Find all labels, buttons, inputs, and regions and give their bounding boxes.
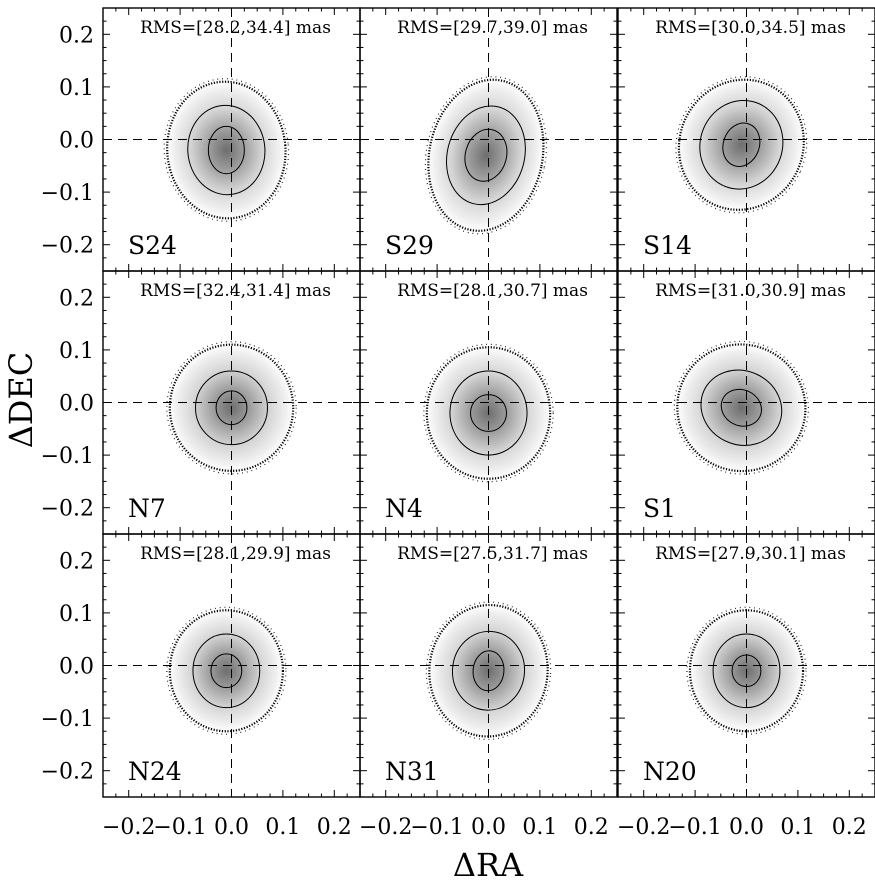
y-tick-label: 0.0 bbox=[59, 392, 94, 417]
x-tick-label: 0.1 bbox=[780, 815, 815, 840]
y-tick-label: 0.0 bbox=[59, 655, 94, 680]
panel-n20: RMS=[27.9,30.1] mas N20 bbox=[617, 533, 875, 798]
x-tick-label: 0.1 bbox=[522, 815, 557, 840]
rms-label: RMS=[27.5,31.7] mas bbox=[397, 544, 588, 564]
x-tick-label: −0.1 bbox=[668, 815, 721, 840]
x-axis-title: ΔRA bbox=[453, 846, 524, 884]
outer-contour-scatter bbox=[166, 606, 287, 735]
x-tick-label: −0.2 bbox=[617, 815, 670, 840]
rms-label: RMS=[28.2,34.4] mas bbox=[140, 18, 331, 38]
field-label: N20 bbox=[643, 757, 697, 786]
y-tick-label: 0.1 bbox=[59, 76, 94, 101]
outer-contour-scatter bbox=[673, 340, 810, 475]
panel-s24: RMS=[28.2,34.4] mas S24 bbox=[102, 7, 361, 272]
y-tick-label: 0.2 bbox=[59, 549, 94, 574]
y-tick-label: −0.1 bbox=[41, 181, 94, 206]
rms-label: RMS=[29.7,39.0] mas bbox=[397, 18, 588, 38]
rms-label: RMS=[28.1,29.9] mas bbox=[140, 544, 331, 564]
inner-contour bbox=[464, 128, 508, 182]
x-tick-label: 0.2 bbox=[317, 815, 352, 840]
middle-contour bbox=[187, 104, 266, 196]
x-tick-label: −0.1 bbox=[153, 815, 206, 840]
y-tick-label: −0.2 bbox=[41, 497, 94, 522]
inner-contour bbox=[210, 653, 243, 689]
density-map bbox=[422, 72, 550, 239]
middle-contour bbox=[446, 105, 526, 206]
field-label: N24 bbox=[128, 757, 182, 786]
x-tick-label: −0.2 bbox=[359, 815, 412, 840]
field-label: S14 bbox=[643, 231, 692, 260]
density-map bbox=[161, 74, 292, 226]
outer-contour-scatter bbox=[424, 76, 548, 235]
outer-contour bbox=[166, 80, 287, 220]
y-tick-label: −0.1 bbox=[41, 707, 94, 732]
rms-label: RMS=[27.9,30.1] mas bbox=[655, 544, 846, 564]
rms-label: RMS=[28.1,30.7] mas bbox=[397, 281, 588, 301]
outer-contour-scatter bbox=[163, 78, 290, 222]
x-tick-label: 0.0 bbox=[729, 815, 764, 840]
panel-s29: RMS=[29.7,39.0] mas S29 bbox=[359, 7, 618, 272]
panel-n31: RMS=[27.5,31.7] mas N31 bbox=[359, 533, 618, 798]
middle-contour bbox=[700, 369, 783, 446]
y-tick-label: −0.1 bbox=[41, 444, 94, 469]
field-label: N31 bbox=[385, 757, 439, 786]
x-tick-label: 0.1 bbox=[265, 815, 300, 840]
outer-contour bbox=[427, 78, 545, 232]
middle-contour bbox=[192, 633, 261, 709]
outer-contour-scatter bbox=[425, 601, 552, 741]
rms-label: RMS=[30.0,34.5] mas bbox=[655, 18, 846, 38]
y-tick-label: 0.2 bbox=[59, 23, 94, 48]
inner-contour bbox=[472, 650, 505, 692]
field-label: S24 bbox=[128, 231, 177, 260]
y-tick-label: 0.1 bbox=[59, 339, 94, 364]
field-label: N7 bbox=[128, 494, 166, 523]
outer-contour bbox=[168, 609, 285, 733]
y-tick-label: 0.2 bbox=[59, 286, 94, 311]
inner-contour bbox=[722, 122, 761, 167]
inner-contour bbox=[720, 388, 762, 427]
y-tick-label: 0.0 bbox=[59, 129, 94, 154]
outer-contour bbox=[428, 603, 549, 738]
panel-n7: RMS=[32.4,31.4] mas N7 bbox=[102, 270, 361, 535]
y-axis-title: ΔDEC bbox=[2, 352, 40, 449]
x-tick-label: 0.0 bbox=[471, 815, 506, 840]
x-tick-label: −0.1 bbox=[410, 815, 463, 840]
field-label: S29 bbox=[385, 231, 434, 260]
outer-contour bbox=[677, 78, 805, 211]
x-tick-label: 0.2 bbox=[574, 815, 609, 840]
x-tick-labels: −0.2−0.1 0.0 0.1 0.2 −0.2−0.1 0.0 0.1 0.2 −0.2−0… bbox=[102, 815, 867, 840]
x-tick-label: 0.0 bbox=[214, 815, 249, 840]
rms-label: RMS=[31.0,30.9] mas bbox=[655, 281, 846, 301]
x-tick-label: −0.2 bbox=[102, 815, 155, 840]
outer-contour bbox=[168, 343, 295, 472]
y-tick-label: 0.1 bbox=[59, 602, 94, 627]
panel-n4: RMS=[28.1,30.7] mas N4 bbox=[359, 270, 618, 535]
middle-contour bbox=[451, 630, 526, 711]
field-label: S1 bbox=[643, 494, 676, 523]
field-label: N4 bbox=[385, 494, 423, 523]
density-map bbox=[164, 604, 289, 738]
outer-contour bbox=[676, 343, 807, 473]
y-tick-labels: 0.2 0.1 0.0 −0.1 −0.2 0.2 0.1 0.0 −0.1 −0.2 0.2 0.1… bbox=[41, 23, 94, 784]
y-tick-label: −0.2 bbox=[41, 760, 94, 785]
outer-contour-scatter bbox=[423, 343, 554, 483]
panel-s14: RMS=[30.0,34.5] mas S14 bbox=[617, 7, 875, 272]
outer-contour-scatter bbox=[166, 341, 297, 475]
x-tick-label: 0.2 bbox=[832, 815, 867, 840]
panel-grid: RMS=[28.2,34.4] mas S24 RMS=[29.7,39.0] ma… bbox=[102, 7, 875, 798]
density-map bbox=[670, 338, 812, 478]
rms-label: RMS=[32.4,31.4] mas bbox=[140, 281, 331, 301]
middle-contour bbox=[699, 99, 784, 190]
y-tick-label: −0.2 bbox=[41, 234, 94, 259]
panel-n24: RMS=[28.1,29.9] mas N24 bbox=[102, 533, 361, 798]
density-map bbox=[672, 73, 811, 217]
panel-s1: RMS=[31.0,30.9] mas S1 bbox=[617, 270, 875, 535]
outer-contour-scatter bbox=[675, 76, 808, 214]
inner-contour bbox=[207, 125, 245, 175]
